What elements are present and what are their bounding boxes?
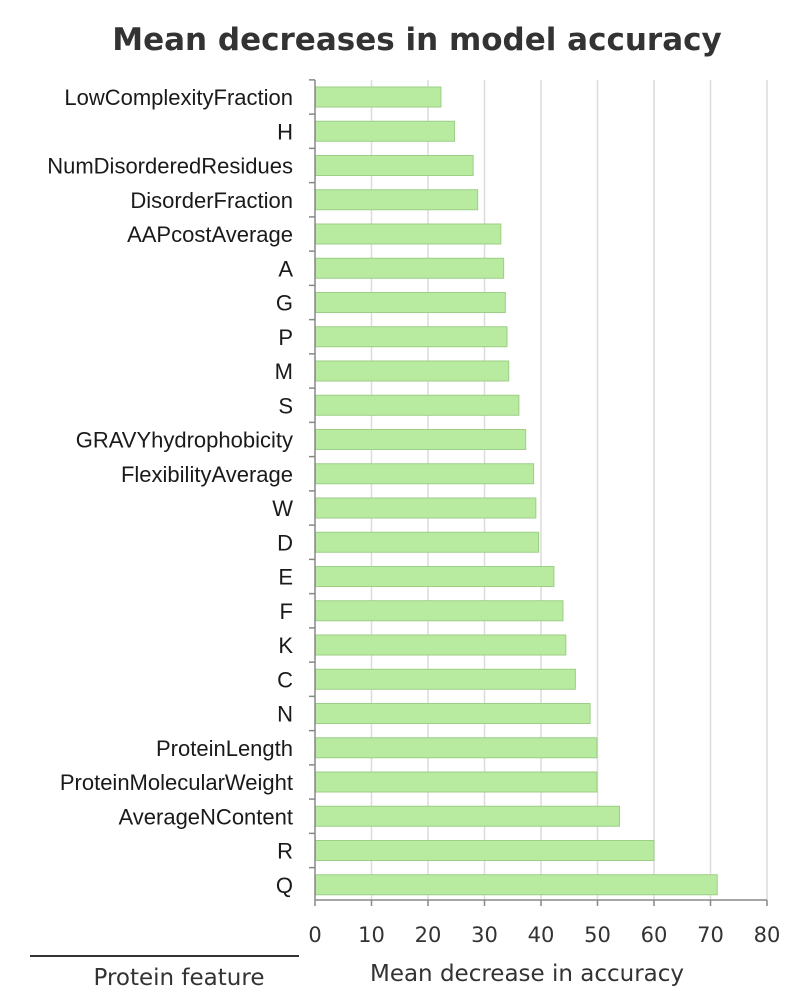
category-label: R: [277, 839, 293, 864]
category-label: C: [277, 667, 293, 692]
category-label: W: [272, 496, 293, 521]
x-tick-label: 40: [528, 923, 555, 947]
category-label: FlexibilityAverage: [121, 462, 293, 487]
chart-title: Mean decreases in model accuracy: [112, 22, 721, 58]
bar: [315, 771, 598, 793]
bar: [315, 429, 527, 450]
bar: [315, 292, 506, 313]
category-label: A: [278, 256, 293, 281]
bars: [315, 86, 718, 896]
x-tick-label: 50: [584, 923, 611, 947]
category-label: K: [278, 633, 293, 658]
category-label: ProteinLength: [156, 736, 293, 761]
category-label: ProteinMolecularWeight: [60, 770, 293, 795]
bar: [315, 257, 505, 279]
category-label: F: [280, 599, 293, 624]
bar: [315, 155, 474, 176]
bar: [315, 86, 442, 108]
bar: [315, 805, 620, 827]
category-label: M: [275, 359, 293, 384]
bar: [315, 326, 508, 348]
x-tick-label: 0: [308, 923, 321, 947]
x-tick-label: 80: [754, 923, 781, 947]
x-tick-label: 30: [471, 923, 498, 947]
category-label: D: [277, 530, 293, 555]
bar: [315, 463, 535, 485]
x-tick-label: 60: [641, 923, 668, 947]
bar: [315, 600, 564, 622]
bar: [315, 223, 502, 245]
category-label: GRAVYhydrophobicity: [76, 428, 293, 453]
bar: [315, 120, 455, 142]
category-label: S: [278, 393, 293, 418]
category-label: N: [277, 702, 293, 727]
bar: [315, 634, 567, 656]
bar: [315, 668, 576, 690]
category-label: P: [278, 325, 293, 350]
bar: [315, 566, 555, 587]
bar: [315, 703, 591, 724]
bar: [315, 394, 520, 416]
bar: [315, 497, 537, 519]
bar: [315, 874, 718, 896]
category-labels: LowComplexityFraction H NumDisorderedResid…: [47, 85, 293, 898]
grid-lines: [370, 80, 768, 900]
category-label: E: [278, 565, 293, 590]
x-tick-label: 20: [415, 923, 442, 947]
category-label: H: [277, 119, 293, 144]
category-label: AAPcostAverage: [127, 222, 293, 247]
category-label: AverageNContent: [119, 804, 294, 829]
bar: [315, 840, 655, 861]
bar: [315, 189, 479, 211]
y-axis-title: Protein feature: [94, 965, 265, 991]
x-tick-label: 70: [697, 923, 724, 947]
x-tick-label: 10: [358, 923, 385, 947]
category-label: G: [276, 291, 293, 316]
axes: [309, 79, 768, 906]
category-label: DisorderFraction: [130, 188, 293, 213]
x-tick-labels: 0 10 20 30 40 50 60 70 80: [308, 923, 780, 947]
bar: [315, 531, 540, 553]
bar: [315, 737, 598, 759]
category-label: NumDisorderedResidues: [47, 154, 293, 179]
x-axis-title: Mean decrease in accuracy: [370, 961, 684, 987]
bar: [315, 360, 510, 382]
category-label: Q: [276, 873, 293, 898]
category-label: LowComplexityFraction: [64, 85, 293, 110]
